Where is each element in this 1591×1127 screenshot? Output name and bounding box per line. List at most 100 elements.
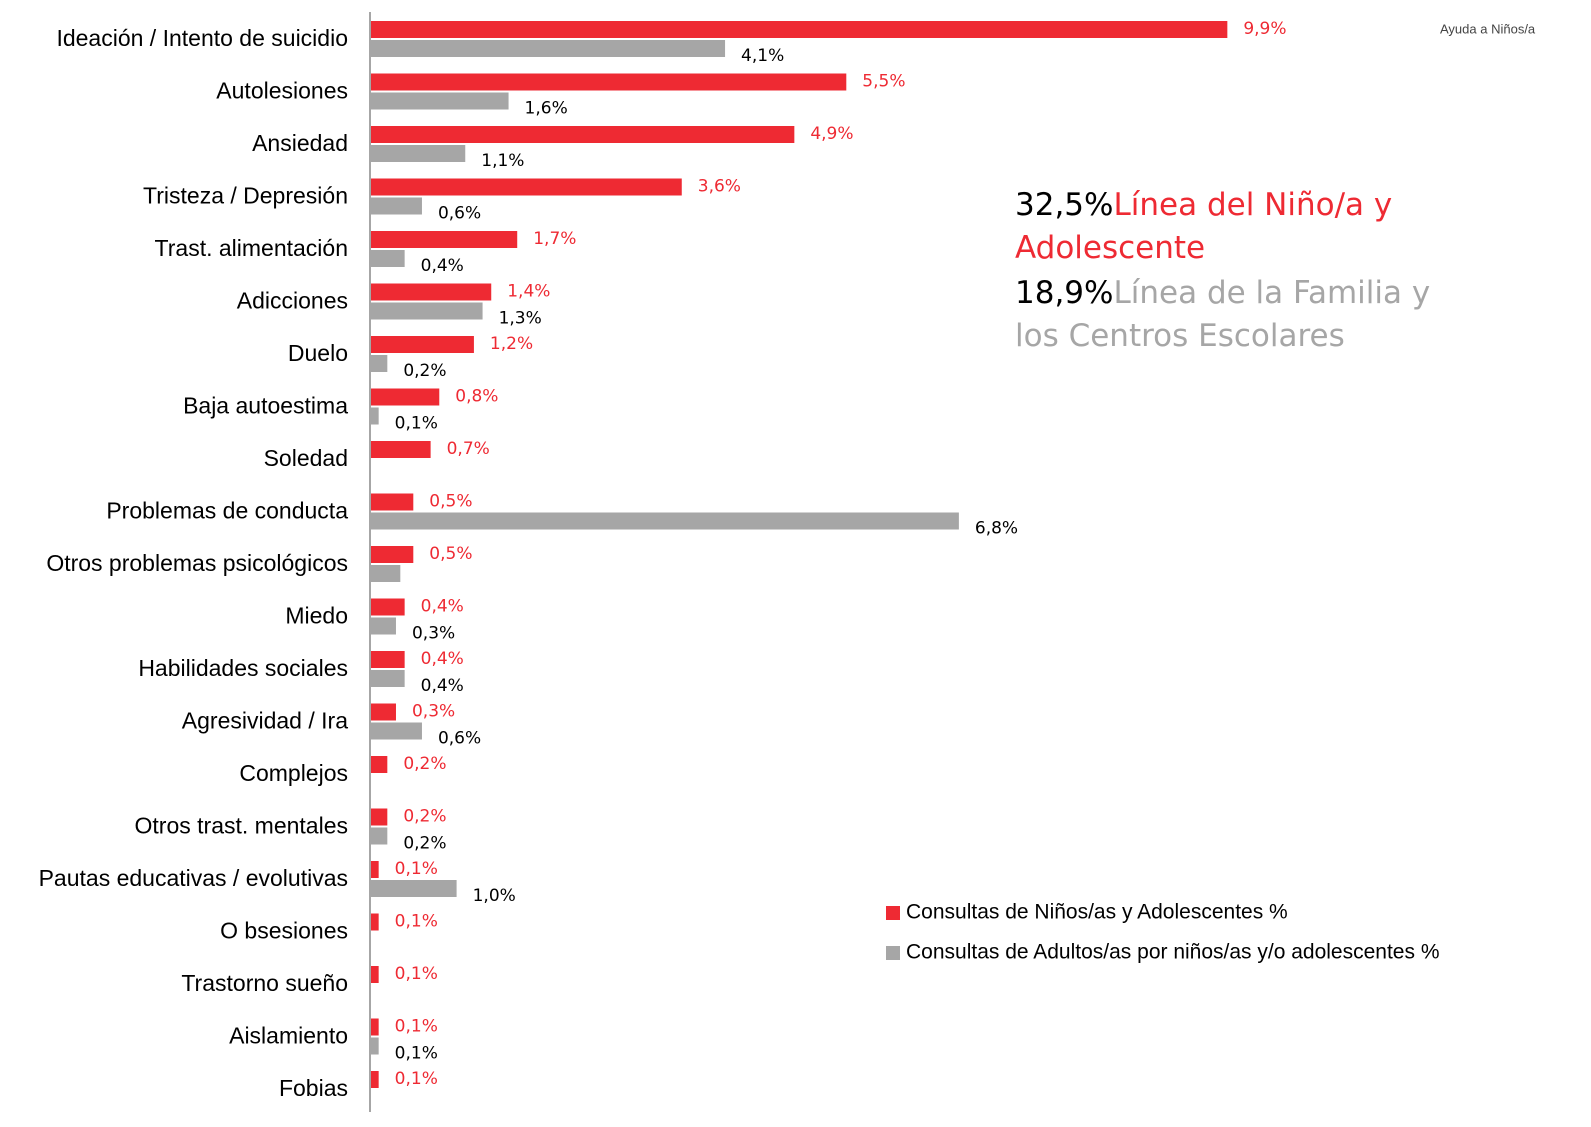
category-label: Autolesiones xyxy=(216,78,348,104)
value-label: 0,4% xyxy=(421,676,464,696)
value-label: 0,6% xyxy=(438,204,481,224)
value-label: 1,3% xyxy=(499,309,542,329)
category-label: O bsesiones xyxy=(220,918,348,944)
bar xyxy=(371,231,518,248)
annotation-value: 18,9% xyxy=(1015,275,1114,311)
category-label: Fobias xyxy=(279,1075,348,1101)
category-label: Aislamiento xyxy=(229,1023,348,1049)
value-label: 0,1% xyxy=(395,1017,438,1037)
bar xyxy=(371,512,959,530)
category-label: Ansiedad xyxy=(252,130,348,156)
bar xyxy=(371,197,422,215)
value-label: 0,2% xyxy=(403,754,446,774)
value-label: 4,9% xyxy=(810,124,853,144)
value-label: 0,4% xyxy=(421,649,464,669)
bar xyxy=(371,827,388,845)
bar xyxy=(371,407,379,425)
value-label: 1,0% xyxy=(473,886,516,906)
bar xyxy=(371,283,492,301)
category-label: Duelo xyxy=(288,340,348,366)
annotation: 32,5%Línea del Niño/a y Adolescente xyxy=(1015,184,1475,270)
bar xyxy=(371,617,396,635)
category-label: Trastorno sueño xyxy=(181,970,348,996)
value-label: 1,2% xyxy=(490,334,533,354)
value-label: 0,4% xyxy=(421,256,464,276)
value-label: 5,5% xyxy=(862,72,905,92)
bar xyxy=(371,302,483,320)
bar xyxy=(371,178,682,196)
value-label: 0,1% xyxy=(395,1069,438,1089)
bar xyxy=(371,21,1228,38)
category-label: Otros problemas psicológicos xyxy=(46,550,348,576)
bar xyxy=(371,40,726,57)
category-label: Pautas educativas / evolutivas xyxy=(39,865,348,891)
category-label: Trast. alimentación xyxy=(155,235,348,261)
value-label: 0,1% xyxy=(395,1044,438,1064)
bar xyxy=(371,126,795,143)
annotation-value: 32,5% xyxy=(1015,187,1114,223)
value-label: 1,6% xyxy=(525,99,568,119)
legend-swatch xyxy=(886,946,900,960)
value-label: 1,7% xyxy=(533,229,576,249)
category-label: Tristeza / Depresión xyxy=(143,183,348,209)
annotation-text: Línea del Niño/a y Adolescente xyxy=(1015,187,1393,266)
bar xyxy=(371,1037,379,1055)
value-label: 0,1% xyxy=(395,859,438,879)
value-label: 0,5% xyxy=(429,492,472,512)
value-label: 0,8% xyxy=(455,387,498,407)
value-label: 1,1% xyxy=(481,151,524,171)
value-label: 0,6% xyxy=(438,729,481,749)
annotation: 18,9%Línea de la Familia y los Centros E… xyxy=(1015,272,1475,358)
legend-label: Consultas de Niños/as y Adolescentes % xyxy=(906,901,1288,924)
category-label: Habilidades sociales xyxy=(138,655,348,681)
category-label: Complejos xyxy=(239,760,348,786)
bar xyxy=(371,598,405,616)
value-label: 0,2% xyxy=(403,834,446,854)
value-label: 0,7% xyxy=(447,439,490,459)
value-label: 4,1% xyxy=(741,46,784,66)
value-label: 9,9% xyxy=(1243,19,1286,39)
annotation-text: Línea de la Familia y los Centros Escola… xyxy=(1015,275,1431,354)
value-label: 0,2% xyxy=(403,361,446,381)
value-label: 0,1% xyxy=(395,912,438,932)
value-label: 6,8% xyxy=(975,519,1018,539)
bar xyxy=(371,756,388,773)
bar xyxy=(371,355,388,372)
bar xyxy=(371,861,379,878)
bar xyxy=(371,1071,379,1088)
value-label: 1,4% xyxy=(507,282,550,302)
bar xyxy=(371,808,388,826)
value-label: 0,1% xyxy=(395,414,438,434)
legend-label: Consultas de Adultos/as por niños/as y/o… xyxy=(906,941,1440,964)
bar xyxy=(371,651,405,668)
legend-swatch xyxy=(886,906,900,920)
bar xyxy=(371,145,466,162)
category-label: Baja autoestima xyxy=(183,393,348,419)
value-label: 0,5% xyxy=(429,544,472,564)
bar xyxy=(371,441,431,458)
value-label: 0,2% xyxy=(403,807,446,827)
value-label: 0,3% xyxy=(412,702,455,722)
bar xyxy=(371,336,474,353)
bar xyxy=(371,92,509,110)
bar xyxy=(371,250,405,267)
bar xyxy=(371,966,379,983)
bar xyxy=(371,73,847,91)
value-label: 0,4% xyxy=(421,597,464,617)
bar xyxy=(371,722,422,740)
bar xyxy=(371,1018,379,1036)
value-label: 0,3% xyxy=(412,624,455,644)
value-label: 0,1% xyxy=(395,964,438,984)
bar xyxy=(371,880,457,897)
category-label: Agresividad / Ira xyxy=(182,708,348,734)
category-label: Otros trast. mentales xyxy=(135,813,348,839)
category-label: Problemas de conducta xyxy=(106,498,348,524)
bar xyxy=(371,388,440,406)
bar xyxy=(371,565,401,582)
category-label: Soledad xyxy=(264,445,348,471)
category-label: Adicciones xyxy=(237,288,348,314)
bar xyxy=(371,670,405,687)
bar xyxy=(371,546,414,563)
bar xyxy=(371,493,414,511)
